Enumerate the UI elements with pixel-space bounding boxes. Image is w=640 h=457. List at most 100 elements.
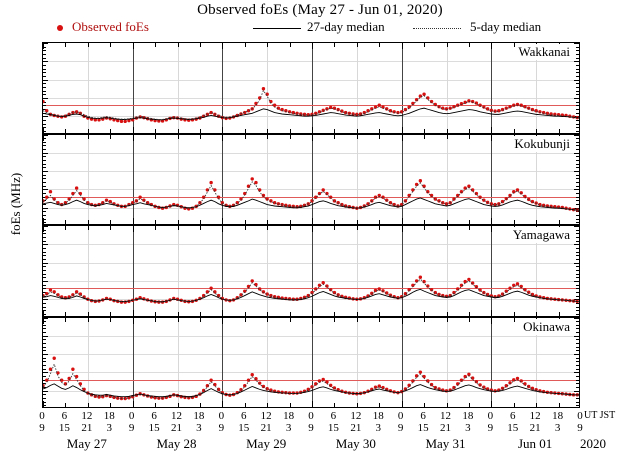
x-tick-mark <box>267 134 269 139</box>
y-tick-minor <box>43 174 46 176</box>
x-tick-mark <box>177 43 179 47</box>
jst-value: 21 <box>529 422 541 434</box>
y-tick-minor <box>576 240 579 242</box>
x-tick-mark <box>132 317 134 324</box>
x-tick-mark <box>244 311 246 316</box>
gridline-h <box>43 189 579 191</box>
jst-value: 15 <box>238 422 250 434</box>
ut-value: 0 <box>397 410 404 422</box>
y-tick-minor <box>43 258 46 260</box>
x-tick-mark <box>513 220 515 224</box>
y-tick-mark <box>43 97 48 99</box>
y-tick-mark <box>43 299 48 301</box>
y-tick-minor <box>576 302 579 304</box>
x-tick-mark <box>65 403 67 407</box>
y-tick-minor <box>576 193 579 195</box>
x-tick-mark <box>65 317 67 322</box>
y-tick-minor <box>576 321 579 323</box>
x-tick-mark <box>424 220 426 224</box>
y-tick-minor <box>576 83 579 85</box>
ut-value: 18 <box>103 410 115 422</box>
y-tick-mark <box>43 244 48 246</box>
x-tick-mark <box>401 43 403 49</box>
x-tick-mark <box>312 134 313 141</box>
x-tick-mark <box>244 403 246 407</box>
x-tick-label: 12 21 <box>254 410 278 434</box>
y-tick-minor <box>576 174 579 176</box>
x-tick-mark <box>199 128 201 133</box>
x-tick-mark <box>289 128 291 133</box>
y-tick-minor <box>576 75 579 77</box>
x-tick-mark <box>379 317 381 322</box>
day-separator <box>312 43 313 133</box>
y-tick-mark <box>574 390 579 392</box>
ut-value: 0 <box>308 410 314 422</box>
x-tick-mark <box>491 309 493 316</box>
day-separator <box>491 134 493 224</box>
x-tick-mark <box>356 226 358 230</box>
y-tick-minor <box>576 295 579 297</box>
y-tick-minor <box>576 105 579 107</box>
x-tick-mark <box>312 317 313 324</box>
ut-value: 0 <box>577 410 583 422</box>
y-tick-minor <box>43 53 46 55</box>
x-tick-mark <box>558 220 560 224</box>
x-tick-mark <box>491 317 493 324</box>
y-tick-minor <box>43 251 46 253</box>
x-tick-mark <box>536 220 538 224</box>
y-tick-mark <box>574 317 579 319</box>
y-tick-minor <box>43 313 46 315</box>
x-tick-mark <box>312 309 313 316</box>
gridline-v <box>267 317 269 407</box>
y-axis-label: foEs (MHz) <box>8 172 23 236</box>
y-tick-mark <box>43 207 48 209</box>
x-tick-label: 12 21 <box>434 410 458 434</box>
day-label: May 28 <box>156 436 197 451</box>
y-tick-mark <box>574 280 579 282</box>
y-tick-minor <box>576 127 579 129</box>
x-tick-label: 6 15 <box>501 410 525 434</box>
jst-value: 3 <box>196 422 202 434</box>
y-tick-mark <box>574 335 579 337</box>
x-tick-mark <box>424 226 426 230</box>
y-tick-minor <box>43 86 46 88</box>
x-tick-mark <box>65 134 67 139</box>
jst-label: JST <box>599 410 616 421</box>
y-tick-minor <box>43 127 46 129</box>
jst-value: 9 <box>128 422 135 434</box>
y-tick-minor <box>43 310 46 312</box>
y-tick-mark <box>574 372 579 374</box>
series-line <box>43 107 579 121</box>
y-tick-mark <box>574 171 579 173</box>
y-tick-minor <box>576 196 579 198</box>
y-tick-minor <box>43 277 46 279</box>
day-label: May 31 <box>425 436 466 451</box>
gridline-v <box>177 317 179 407</box>
y-tick-minor <box>43 361 46 363</box>
jst-value: 21 <box>440 422 451 434</box>
x-tick-mark <box>177 226 179 230</box>
y-tick-minor <box>43 145 46 147</box>
gridline-v <box>87 134 89 224</box>
series-line <box>43 362 579 399</box>
y-tick-minor <box>576 339 579 341</box>
x-tick-mark <box>222 309 224 316</box>
year-label: 2020 <box>580 436 606 451</box>
series-line <box>43 180 579 211</box>
gridline-h <box>43 244 579 246</box>
gridline-v <box>536 43 538 133</box>
gridline-v <box>87 226 89 316</box>
y-tick-minor <box>43 222 46 224</box>
x-tick-mark <box>65 226 67 230</box>
y-tick-minor <box>43 368 46 370</box>
x-tick-mark <box>513 128 515 133</box>
y-tick-minor <box>43 163 46 165</box>
x-tick-mark <box>244 226 246 230</box>
y-tick-minor <box>43 398 46 400</box>
y-tick-minor <box>43 156 46 158</box>
station-label: Okinawa <box>520 318 573 335</box>
x-tick-mark <box>110 43 112 47</box>
day-label: Jun 01 <box>518 436 553 451</box>
